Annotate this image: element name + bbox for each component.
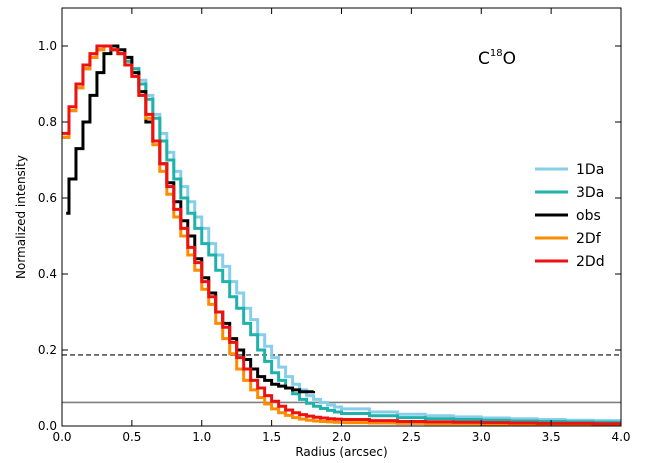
y-tick-label: 1.0 [38, 39, 57, 53]
x-tick-label: 4.0 [611, 430, 630, 444]
annotation-tail: O [503, 49, 516, 69]
x-axis-label: Radius (arcsec) [295, 445, 387, 459]
annotation-base: C [478, 49, 490, 69]
x-tick-label: 1.0 [192, 430, 211, 444]
y-tick-label: 0.2 [38, 343, 57, 357]
reference-lines [62, 354, 621, 404]
series-line-2dd [62, 44, 621, 426]
annotation-superscript: 18 [490, 48, 503, 59]
x-tick-label: 2.5 [402, 430, 421, 444]
ticks: 0.0 0.5 1.0 1.5 2.0 2.5 3.0 3.5 4.0 0.0 0.2 0.4 0.6 0… [38, 8, 631, 444]
legend-label-3da: 3Da [576, 185, 604, 201]
y-tick-label: 0.8 [38, 115, 57, 129]
x-tick-label: 3.5 [542, 430, 561, 444]
x-tick-label: 0.5 [122, 430, 141, 444]
x-tick-label: 3.0 [472, 430, 491, 444]
series-line-obs [66, 44, 316, 394]
legend-label-obs: obs [576, 208, 601, 224]
legend-label-1da: 1Da [576, 162, 604, 178]
y-tick-label: 0.4 [38, 267, 57, 281]
plot-frame [61, 7, 622, 427]
y-tick-label: 0.6 [38, 191, 57, 205]
x-tick-label: 0.0 [52, 430, 71, 444]
series-lines [62, 44, 621, 426]
legend: 1Da 3Da obs 2Df 2Dd [535, 162, 605, 270]
legend-label-2df: 2Df [576, 231, 602, 247]
y-tick-label: 0.0 [38, 419, 57, 433]
legend-label-2dd: 2Dd [576, 254, 605, 270]
y-axis-label: Normalized intensity [14, 155, 28, 279]
x-tick-label: 1.5 [262, 430, 281, 444]
molecule-annotation: C18O [478, 48, 516, 69]
x-tick-label: 2.0 [332, 430, 351, 444]
axes [61, 7, 622, 427]
